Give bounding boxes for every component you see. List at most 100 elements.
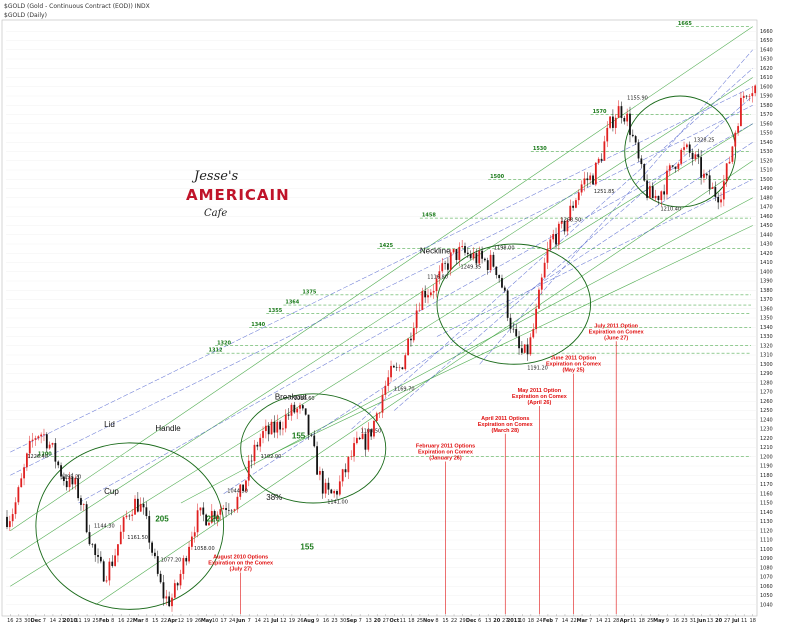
move-label-205: 205 <box>155 515 169 524</box>
candle-body <box>583 178 586 185</box>
y-tick-1050: 1050 <box>760 593 773 599</box>
x-tick-label: 21 <box>604 618 610 624</box>
y-tick-1490: 1490 <box>760 186 773 192</box>
candle-body <box>552 234 555 240</box>
candle-body <box>529 337 532 355</box>
candle-body <box>614 117 617 128</box>
fan-line-green <box>266 225 753 458</box>
candle-body <box>694 154 697 159</box>
candle-body <box>111 561 114 566</box>
candle-body <box>666 170 668 195</box>
candle-body <box>501 278 503 288</box>
level-label-1665: 1665 <box>678 21 692 27</box>
candle-body <box>429 292 432 296</box>
candle-body <box>475 253 478 264</box>
level-label-1340: 1340 <box>251 322 265 328</box>
candle-body <box>745 95 748 97</box>
candle-body <box>165 596 168 599</box>
candle-body <box>555 234 557 245</box>
x-tick-label: Oct <box>389 618 399 624</box>
x-tick-label: 20 <box>715 618 722 624</box>
level-label-1200: 1200 <box>38 451 52 457</box>
annotation-title: April 2011 Options <box>481 416 529 422</box>
x-tick-label: 15 <box>152 618 158 624</box>
annotation-date: (March 28) <box>491 428 519 434</box>
candle-body <box>199 507 202 511</box>
price-label: 1249.35 <box>461 264 482 270</box>
candle-body <box>276 421 279 433</box>
candle-body <box>20 478 23 488</box>
candle-body <box>139 503 142 512</box>
y-tick-1140: 1140 <box>760 510 773 516</box>
y-tick-1600: 1600 <box>760 84 773 90</box>
candle-body <box>131 514 134 516</box>
candle-body <box>264 425 267 432</box>
candle-body <box>205 514 208 526</box>
candle-body <box>740 97 742 127</box>
annotation-title: July 2011 Option <box>594 323 638 329</box>
candle-body <box>381 394 384 413</box>
candle-body <box>85 504 88 533</box>
y-tick-1550: 1550 <box>760 131 773 137</box>
candle-body <box>225 508 227 511</box>
candle-body <box>233 509 236 511</box>
candle-body <box>637 142 640 159</box>
candle-body <box>515 329 518 337</box>
x-tick-label: 7 <box>248 618 251 624</box>
x-tick-label: 27 <box>502 618 508 624</box>
candle-body <box>290 404 293 416</box>
candle-body <box>105 580 108 582</box>
candle-body <box>310 434 313 436</box>
pattern-label: Handle <box>155 424 181 433</box>
candle-body <box>404 355 407 370</box>
candle-body <box>262 431 264 438</box>
price-label: 1210.40 <box>660 206 681 212</box>
x-tick-label: 19 <box>289 618 295 624</box>
x-tick-label: 17 <box>220 618 226 624</box>
candle-body <box>629 113 631 135</box>
annotation-title: June 2011 Option <box>551 356 597 362</box>
candle-body <box>51 443 54 445</box>
fan-line-blue <box>10 86 753 453</box>
candle-body <box>216 514 219 519</box>
annotation-date: (April 26) <box>527 400 551 406</box>
y-tick-1310: 1310 <box>760 353 773 359</box>
candle-body <box>210 511 213 523</box>
price-label: 1144.30 <box>94 524 115 530</box>
x-tick-label: 19 <box>186 618 192 624</box>
candle-body <box>407 338 410 356</box>
x-tick-label: 15 <box>442 618 448 624</box>
candle-body <box>464 246 466 253</box>
y-tick-1540: 1540 <box>760 140 773 146</box>
x-tick-label: 18 <box>639 618 645 624</box>
candle-body <box>469 254 472 259</box>
candle-body <box>23 467 25 479</box>
candle-body <box>57 461 60 466</box>
annotation-sub: Expiration on Comex <box>589 329 645 335</box>
candle-body <box>45 434 48 449</box>
level-label-1364: 1364 <box>285 300 299 306</box>
y-tick-1350: 1350 <box>760 316 773 322</box>
candle-body <box>398 367 401 368</box>
candle-body <box>748 96 751 97</box>
candle-body <box>387 377 390 386</box>
annotation-sub: Expiration on Comex <box>418 450 474 456</box>
candle-body <box>71 476 74 485</box>
pattern-label: Neckline <box>420 246 451 255</box>
price-label: 1077.20 <box>161 558 182 564</box>
candle-body <box>609 116 611 128</box>
y-tick-1340: 1340 <box>760 325 773 331</box>
x-tick-label: 21 <box>263 618 269 624</box>
candle-body <box>560 221 563 224</box>
candle-body <box>227 510 230 511</box>
x-tick-label: Jun <box>696 618 706 624</box>
level-label-1355: 1355 <box>268 308 282 314</box>
price-label: 1328.25 <box>694 138 715 144</box>
candle-body <box>685 144 688 148</box>
y-tick-1240: 1240 <box>760 417 773 423</box>
x-tick-label: 16 <box>673 618 679 624</box>
y-tick-1640: 1640 <box>760 47 773 53</box>
